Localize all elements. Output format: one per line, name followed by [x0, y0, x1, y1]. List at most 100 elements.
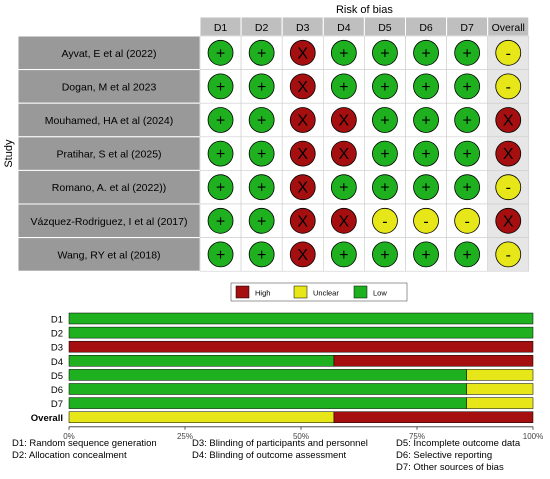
rating-symbol: X	[339, 213, 350, 230]
rating-mark-low	[248, 174, 275, 201]
rating-mark-high	[289, 140, 316, 167]
rating-symbol: -	[423, 213, 428, 230]
rating-symbol: +	[421, 45, 430, 62]
rating-symbol: X	[503, 213, 514, 230]
rating-mark-high	[289, 107, 316, 133]
rating-mark-high	[495, 207, 522, 234]
rating-symbol: +	[380, 79, 389, 96]
study-label-bg	[17, 169, 201, 205]
rating-mark-high	[289, 174, 316, 201]
rating-symbol: +	[380, 180, 389, 197]
bar-d5-low	[68, 369, 467, 381]
rating-symbol: +	[462, 79, 471, 96]
rating-mark-low	[248, 39, 275, 66]
caption-d3: D3: Blinding of participants and personn…	[192, 438, 368, 449]
column-header-d6: D6	[419, 22, 433, 34]
bar-d3-high	[68, 340, 534, 353]
rating-mark-low	[248, 140, 275, 167]
risk-of-bias-chart: Risk of bias Study D1 D2 D3 D4 D5 D6 D7 Overall Ay…	[3, 4, 543, 441]
rating-mark-low	[413, 140, 439, 167]
column-header-overall: Overall	[492, 22, 525, 34]
study-label-bg	[17, 69, 201, 104]
study-label: Dogan, M et al 2023	[62, 81, 157, 93]
rating-symbol: +	[380, 146, 389, 163]
rating-mark-low	[248, 241, 275, 268]
legend-swatch-low	[353, 285, 368, 299]
rating-symbol: +	[216, 180, 225, 197]
bar-overall-high	[333, 411, 534, 423]
bar-d1-low	[68, 312, 534, 325]
rating-symbol: +	[339, 247, 348, 264]
rating-symbol: X	[503, 113, 514, 130]
study-label: Wang, RY et al (2018)	[57, 249, 160, 261]
rating-symbol: +	[462, 247, 471, 264]
rating-symbol: +	[216, 45, 225, 62]
column-header-d3: D3	[296, 22, 310, 34]
rating-symbol: +	[257, 146, 266, 163]
category-label-d1: D1	[51, 315, 63, 326]
rating-mark-low	[454, 73, 481, 100]
category-label-d7: D7	[51, 399, 63, 410]
bar-d4-high	[333, 355, 534, 367]
rating-symbol: +	[380, 113, 389, 130]
rating-symbol: +	[421, 146, 430, 163]
column-header-d1: D1	[214, 22, 228, 34]
rating-symbol: +	[339, 180, 348, 197]
rating-mark-unclear	[495, 73, 522, 100]
rating-symbol: +	[216, 213, 225, 230]
rating-symbol: +	[216, 146, 225, 163]
rating-mark-unclear	[454, 207, 481, 234]
study-label: Vázquez-Rodriguez, I et al (2017)	[30, 216, 187, 228]
rating-mark-high	[289, 207, 316, 234]
rating-symbol: +	[421, 79, 430, 96]
x-tick-label: 50%	[293, 432, 309, 440]
rating-symbol: +	[216, 79, 225, 96]
rating-mark-unclear	[495, 39, 522, 66]
rating-mark-high	[495, 140, 522, 167]
category-label-d5: D5	[51, 371, 63, 382]
rating-mark-low	[413, 73, 439, 100]
rating-mark-high	[289, 73, 316, 100]
rating-symbol: +	[421, 180, 430, 197]
study-label: Pratihar, S et al (2025)	[56, 149, 161, 161]
rating-symbol: +	[216, 247, 225, 264]
rating-mark-low	[372, 241, 398, 268]
rating-mark-low	[207, 73, 234, 100]
rating-symbol: +	[257, 79, 266, 96]
legend-swatch-high	[235, 285, 250, 299]
bar-d7-unclear	[466, 397, 534, 409]
rating-symbol: X	[297, 113, 308, 130]
x-tick-label: 25%	[177, 432, 193, 440]
study-label: Romano, A. et al (2022))	[52, 182, 166, 194]
rating-symbol: +	[462, 180, 471, 197]
bar-d5-unclear	[466, 369, 534, 381]
rating-mark-low	[372, 140, 398, 167]
rating-mark-low	[330, 39, 357, 66]
rating-mark-low	[413, 174, 439, 201]
rating-symbol: +	[462, 146, 471, 163]
rating-symbol: +	[421, 113, 430, 130]
table-title: Risk of bias	[336, 4, 393, 16]
rating-symbol: +	[216, 113, 225, 130]
caption-d7: D7: Other sources of bias	[396, 462, 504, 473]
table-y-label: Study	[3, 139, 15, 168]
column-header-d2: D2	[255, 22, 269, 34]
column-header-d4: D4	[337, 22, 351, 34]
rating-mark-low	[248, 73, 275, 100]
bar-d7-low	[68, 397, 467, 409]
bar-d4-low	[68, 355, 335, 367]
study-label-bg	[17, 136, 201, 171]
rating-symbol: +	[257, 213, 266, 230]
category-label-d4: D4	[51, 357, 63, 368]
rating-symbol: X	[297, 180, 308, 197]
rating-mark-low	[207, 39, 234, 66]
rating-symbol: +	[380, 45, 389, 62]
rating-symbol: +	[421, 247, 430, 264]
caption-d4: D4: Blinding of outcome assessment	[192, 450, 347, 461]
legend-swatch-unclear	[293, 285, 308, 299]
bar-d6-unclear	[466, 383, 534, 395]
rating-mark-high	[289, 241, 316, 268]
rating-symbol: -	[464, 213, 469, 230]
rating-mark-low	[207, 241, 234, 268]
rating-symbol: X	[297, 247, 308, 264]
